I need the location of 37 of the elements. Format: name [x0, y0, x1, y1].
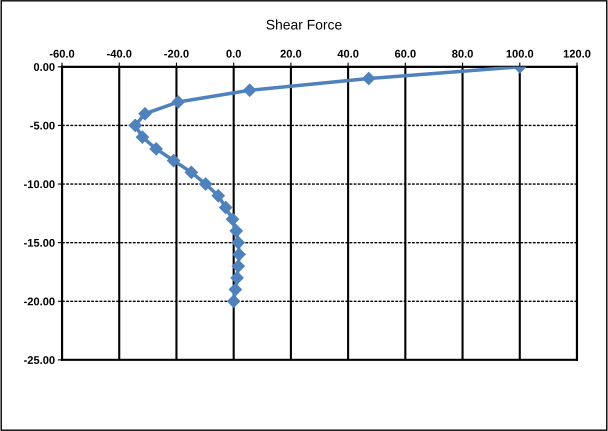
point [226, 212, 240, 226]
x-tick-label: 60.0 [394, 50, 416, 58]
point [219, 200, 232, 214]
point [172, 95, 185, 109]
x-tick-label: 100.0 [506, 50, 534, 58]
point [232, 236, 245, 250]
y-tick-label: -20.00 [24, 298, 55, 306]
x-tick-label: 0.0 [226, 50, 241, 58]
point [243, 84, 256, 97]
x-tick-label: 40.0 [337, 50, 358, 58]
chart-title: Shear Force [266, 19, 342, 30]
x-tick-label: 120.0 [564, 50, 590, 58]
point [136, 130, 149, 144]
point [128, 118, 142, 132]
point [228, 282, 242, 296]
x-tick-label: -40.0 [107, 50, 132, 58]
point [227, 294, 240, 308]
point [230, 271, 244, 284]
point [232, 248, 246, 261]
point [232, 260, 245, 273]
y-tick-label: -25.00 [24, 356, 55, 364]
point [362, 72, 376, 86]
point [199, 177, 212, 191]
x-tick-label: 20.0 [280, 50, 302, 58]
point [167, 154, 180, 168]
y-tick-label: -15.00 [24, 238, 55, 247]
point [230, 224, 243, 238]
point [150, 142, 163, 156]
y-tick-label: 0.00 [34, 63, 55, 71]
point [184, 166, 198, 179]
x-tick-label: 80.0 [452, 50, 473, 58]
x-tick-label: -20.0 [164, 50, 189, 58]
point [138, 107, 152, 120]
point [212, 189, 225, 202]
x-tick-label: -60.0 [50, 50, 74, 58]
y-tick-label: -10.00 [24, 180, 55, 188]
y-tick-label: -5.00 [30, 122, 55, 130]
